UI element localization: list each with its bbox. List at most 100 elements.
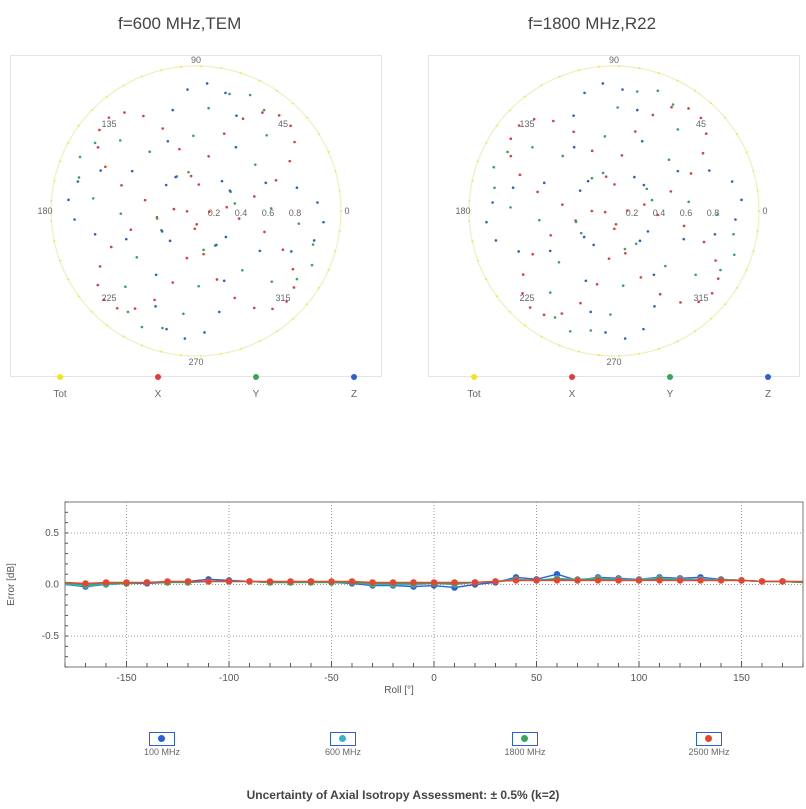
legend-marker (521, 735, 528, 742)
series-z-point (164, 183, 168, 187)
legend-label: X (568, 389, 576, 400)
series-z-point (217, 310, 221, 314)
series-x-point (613, 183, 616, 186)
legend-marker (57, 374, 63, 380)
angle-tick-label: 225 (520, 293, 535, 303)
series-x-point (710, 291, 714, 295)
series-y-point (297, 222, 301, 225)
series-y-point (197, 284, 200, 288)
tot-point (752, 170, 755, 172)
tot-point (756, 189, 759, 192)
series-z-point (171, 108, 175, 112)
series-z-point (572, 145, 576, 149)
legend-item-y: Y (650, 372, 690, 402)
angle-tick-label: 315 (275, 293, 290, 303)
series-x-point (679, 301, 682, 304)
series-z-point (234, 145, 238, 149)
radial-tick-label: 0.8 (289, 208, 302, 218)
x-axis-title: Roll [°] (384, 685, 414, 696)
series-z-point (73, 218, 76, 221)
series-x-point (274, 179, 278, 182)
series-z-point (130, 169, 134, 173)
tot-point (53, 240, 56, 243)
legend-item-x: X (138, 372, 178, 402)
polar-chart-panel: 90 45 0 315 270 225 180 135 0.2 0.4 0.6 0.8 (428, 55, 800, 377)
legend-label: 2500 MHz (688, 747, 730, 757)
series-z-point (638, 239, 642, 243)
series-y-point (310, 263, 314, 267)
series-x-point (253, 195, 256, 198)
series-y-point (574, 220, 578, 224)
series-y-point (687, 200, 690, 204)
series-y-point (161, 326, 164, 330)
series-x-point (699, 116, 703, 120)
series-y-point (207, 106, 210, 110)
tot-point (179, 65, 182, 68)
series-z-point (264, 181, 268, 185)
legend-marker (765, 374, 771, 380)
series-z-point (578, 189, 582, 192)
series-z-point (491, 201, 494, 204)
series-point (553, 577, 561, 584)
tot-point (292, 317, 294, 320)
angle-tick-label: 90 (609, 56, 619, 65)
legend-item-2500mhz: 2500 MHz (664, 732, 754, 757)
tot-point (523, 324, 526, 327)
radial-tick-label: 0.4 (653, 208, 666, 218)
tot-point (558, 344, 561, 347)
series-x-point (528, 306, 532, 309)
series-z-point (572, 114, 575, 117)
series-x-point (277, 114, 281, 117)
series-point (676, 577, 684, 584)
series-y-point (202, 248, 205, 252)
series-z-point (494, 239, 498, 242)
series-y-point (732, 232, 735, 236)
y-tick-label: 0.5 (45, 528, 59, 539)
series-z-point (220, 179, 224, 183)
series-y-point (623, 247, 627, 251)
tot-point (618, 65, 620, 67)
series-x-point (185, 210, 189, 213)
series-y-point (182, 312, 185, 316)
series-z-point (295, 186, 299, 190)
series-y-point (269, 207, 273, 210)
series-point (266, 578, 274, 585)
tot-point (676, 340, 679, 343)
radial-tick-label: 0.8 (707, 208, 720, 218)
series-y-point (506, 150, 509, 154)
series-z-point (228, 189, 232, 192)
series-y-point (568, 329, 572, 333)
series-y-point (645, 187, 649, 191)
polar-chart-title: f=600 MHz,TEM (118, 14, 242, 33)
tot-point (179, 354, 182, 357)
series-y-point (590, 176, 594, 180)
series-y-point (270, 280, 274, 283)
legend-marker (253, 374, 259, 380)
series-x-point (536, 190, 539, 194)
tot-point (318, 286, 320, 289)
series-y-point (78, 155, 82, 159)
series-y-point (603, 135, 607, 138)
series-x-point (208, 210, 211, 214)
series-x-point (549, 234, 552, 237)
series-z-point (174, 175, 177, 179)
tot-point (736, 286, 738, 289)
series-point (656, 577, 663, 584)
series-z-point (166, 139, 170, 143)
legend-label: X (154, 389, 162, 400)
series-y-point (579, 231, 583, 235)
legend-item-600mhz: 600 MHz (298, 732, 388, 757)
tot-point (752, 250, 755, 252)
series-y-point (616, 106, 619, 109)
tot-point (306, 303, 308, 306)
legend-item-z: Z (334, 372, 374, 402)
legend-item-z: Z (748, 372, 788, 402)
series-y-point (262, 108, 266, 112)
legend-item-tot: Tot (40, 372, 80, 402)
tot-point (140, 344, 143, 347)
tot-point (540, 335, 543, 338)
series-point (430, 579, 438, 586)
series-z-point (740, 198, 743, 202)
tot-point (334, 170, 337, 172)
series-y-point (667, 158, 671, 161)
